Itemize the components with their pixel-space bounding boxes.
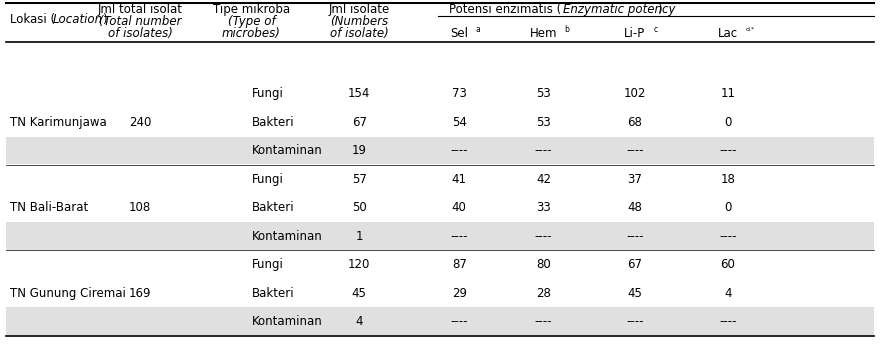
Text: 48: 48 [627, 201, 642, 214]
Text: Jml isolate: Jml isolate [328, 3, 390, 16]
Text: 102: 102 [624, 88, 646, 100]
Text: d,*: d,* [745, 27, 754, 31]
Text: 40: 40 [451, 201, 466, 214]
Text: TN Karimunjawa: TN Karimunjawa [11, 116, 106, 129]
Text: Kontaminan: Kontaminan [252, 230, 322, 243]
Text: Sel: Sel [451, 27, 468, 41]
Text: 53: 53 [536, 88, 551, 100]
Text: 18: 18 [721, 173, 735, 186]
Text: of isolates): of isolates) [107, 27, 172, 41]
Text: ----: ---- [626, 315, 643, 328]
Text: ----: ---- [451, 144, 468, 158]
Text: of isolate): of isolate) [330, 27, 389, 41]
Text: ----: ---- [626, 144, 643, 158]
Text: ): ) [102, 13, 106, 26]
Text: (Numbers: (Numbers [330, 15, 388, 28]
Text: Jml total isolat: Jml total isolat [98, 3, 182, 16]
Text: 28: 28 [536, 287, 551, 300]
Text: 1: 1 [356, 230, 363, 243]
Text: 42: 42 [536, 173, 551, 186]
Text: 4: 4 [724, 287, 731, 300]
Text: 45: 45 [352, 287, 367, 300]
Text: 19: 19 [352, 144, 367, 158]
Text: Tipe mikroba: Tipe mikroba [213, 3, 290, 16]
Text: 80: 80 [536, 258, 551, 271]
Text: 67: 67 [627, 258, 642, 271]
Text: 68: 68 [627, 116, 642, 129]
Text: Lokasi (: Lokasi ( [11, 13, 55, 26]
Text: Fungi: Fungi [252, 258, 283, 271]
Text: Location: Location [52, 13, 102, 26]
Text: 54: 54 [451, 116, 466, 129]
Text: 108: 108 [128, 201, 151, 214]
Text: 45: 45 [627, 287, 642, 300]
Text: ----: ---- [451, 315, 468, 328]
Text: 154: 154 [348, 88, 370, 100]
Text: (Type of: (Type of [228, 15, 275, 28]
Text: Enzymatic potency: Enzymatic potency [563, 3, 675, 16]
FancyBboxPatch shape [6, 307, 874, 335]
Text: Bakteri: Bakteri [252, 201, 294, 214]
Text: 0: 0 [724, 116, 731, 129]
Text: 41: 41 [451, 173, 466, 186]
Text: 67: 67 [352, 116, 367, 129]
Text: 57: 57 [352, 173, 367, 186]
Text: 50: 50 [352, 201, 367, 214]
Text: ----: ---- [719, 144, 737, 158]
Text: Kontaminan: Kontaminan [252, 144, 322, 158]
Text: 60: 60 [721, 258, 735, 271]
Text: ): ) [656, 3, 661, 16]
Text: Bakteri: Bakteri [252, 287, 294, 300]
Text: ----: ---- [719, 230, 737, 243]
Text: 0: 0 [724, 201, 731, 214]
Text: 11: 11 [720, 88, 735, 100]
Text: 73: 73 [451, 88, 466, 100]
Text: ----: ---- [719, 315, 737, 328]
Text: b: b [565, 25, 569, 34]
Text: 4: 4 [356, 315, 363, 328]
Text: 37: 37 [627, 173, 642, 186]
Text: Hem: Hem [530, 27, 557, 41]
Text: (Total number: (Total number [99, 15, 181, 28]
Text: ----: ---- [535, 230, 553, 243]
FancyBboxPatch shape [6, 222, 874, 250]
Text: microbes): microbes) [222, 27, 281, 41]
Text: 240: 240 [128, 116, 151, 129]
Text: Li-P: Li-P [624, 27, 645, 41]
Text: Lac: Lac [718, 27, 737, 41]
Text: Fungi: Fungi [252, 173, 283, 186]
Text: Kontaminan: Kontaminan [252, 315, 322, 328]
Text: 53: 53 [536, 116, 551, 129]
Text: c: c [654, 25, 658, 34]
Text: 33: 33 [536, 201, 551, 214]
Text: TN Gunung Ciremai: TN Gunung Ciremai [11, 287, 126, 300]
Text: ----: ---- [535, 315, 553, 328]
Text: TN Bali-Barat: TN Bali-Barat [11, 201, 88, 214]
Text: Bakteri: Bakteri [252, 116, 294, 129]
Text: a: a [476, 25, 480, 34]
Text: Fungi: Fungi [252, 88, 283, 100]
Text: 169: 169 [128, 287, 151, 300]
Text: 87: 87 [451, 258, 466, 271]
Text: ----: ---- [535, 144, 553, 158]
Text: 120: 120 [348, 258, 370, 271]
FancyBboxPatch shape [6, 136, 874, 164]
Text: ----: ---- [626, 230, 643, 243]
Text: Potensi enzimatis (: Potensi enzimatis ( [449, 3, 561, 16]
Text: ----: ---- [451, 230, 468, 243]
Text: 29: 29 [451, 287, 466, 300]
